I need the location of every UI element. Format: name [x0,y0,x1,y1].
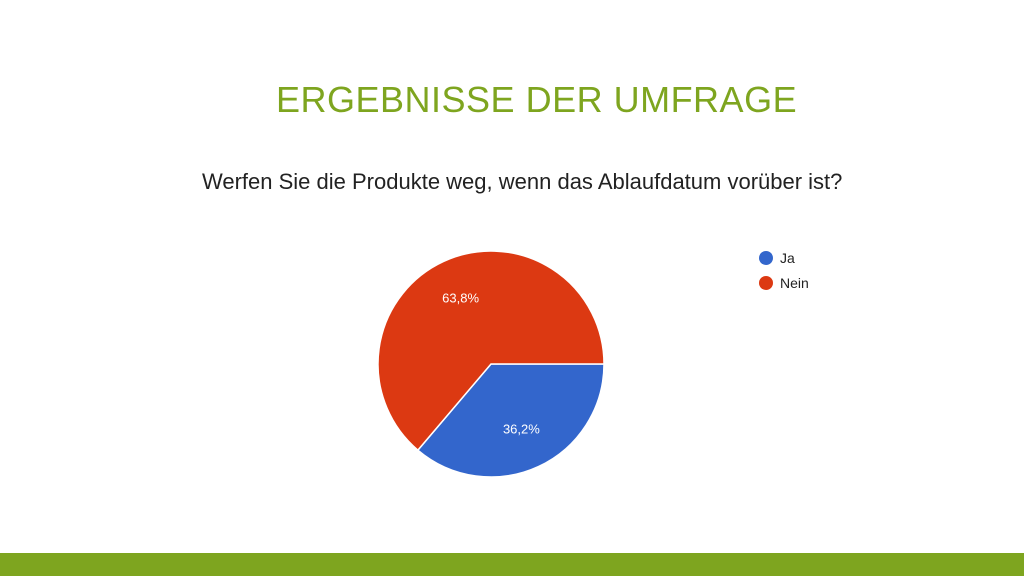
legend-marker-ja [759,251,773,265]
pie-slice-ja [416,363,605,478]
pie-slices [377,250,605,478]
pie-slice-label-ja: 36,2% [503,422,540,437]
accent-footer-bar [0,553,1024,576]
pie-slice-labels: 36,2% 63,8% [442,290,540,436]
chart-title: Werfen Sie die Produkte weg, wenn das Ab… [202,169,843,194]
chart-legend: Ja Nein [759,250,809,291]
pie-slice-label-nein: 63,8% [442,290,479,305]
slide-title: ERGEBNISSE DER UMFRAGE [276,79,798,120]
legend-label-ja: Ja [780,250,795,266]
legend-label-nein: Nein [780,275,809,291]
legend-marker-nein [759,276,773,290]
pie-slice-nein [377,250,605,452]
